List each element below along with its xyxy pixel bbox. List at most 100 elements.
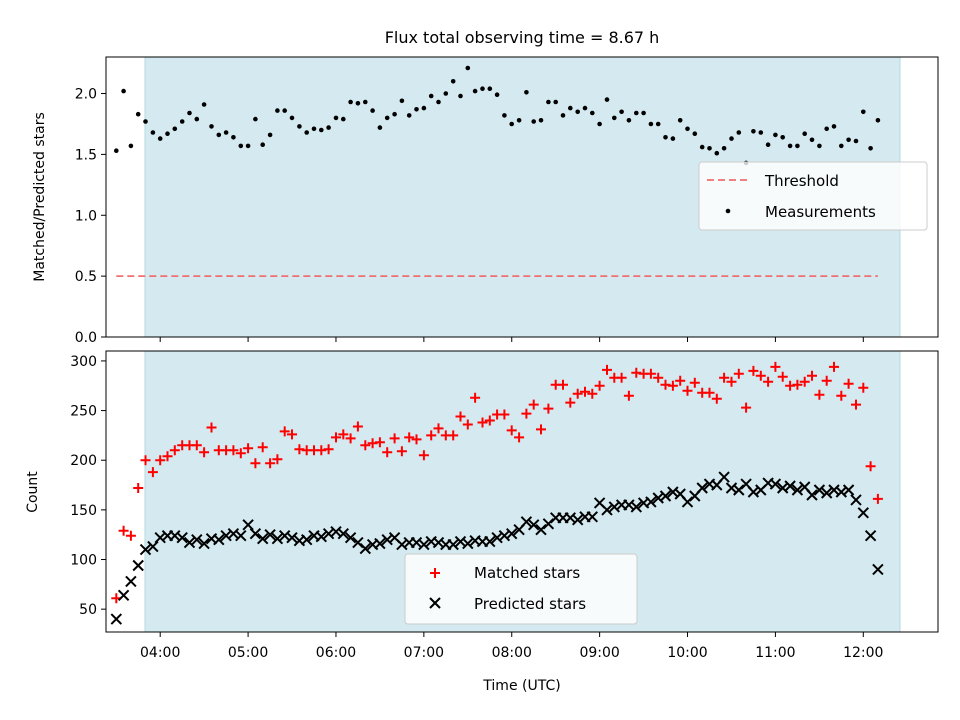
matched-star-marker (704, 387, 715, 398)
matched-star-marker (433, 423, 444, 434)
matched-star-marker (470, 392, 481, 403)
measurement-point (114, 148, 119, 153)
measurement-point (187, 110, 192, 116)
matched-star-marker (755, 370, 766, 381)
matched-star-marker (250, 458, 261, 469)
measurement-point (304, 130, 310, 135)
matched-star-marker (155, 455, 166, 466)
bottom-y-tick-label: 300 (70, 354, 97, 370)
measurement-point (363, 99, 368, 105)
matched-star-marker (418, 450, 429, 461)
measurement-point (875, 118, 881, 123)
measurement-point (458, 93, 463, 99)
matched-star-marker (133, 483, 144, 493)
top-y-axis-label: Matched/Predicted stars (32, 112, 48, 282)
predicted-star-marker (696, 482, 708, 494)
matched-star-marker (396, 446, 407, 457)
measurement-point (392, 111, 397, 117)
measurement-point (795, 143, 800, 149)
measurement-point (209, 124, 214, 129)
measurement-point (861, 109, 866, 115)
predicted-star-marker (117, 589, 130, 602)
measurement-point (509, 121, 514, 127)
matched-star-marker (821, 375, 832, 386)
measurement-point (721, 146, 727, 151)
measurement-point (231, 135, 236, 140)
predicted-star-marker (645, 496, 657, 508)
matched-star-marker (792, 379, 803, 390)
matched-star-marker (338, 429, 349, 440)
measurement-point (729, 136, 734, 141)
measurement-point (319, 127, 324, 133)
matched-star-marker (426, 430, 437, 441)
measurement-point (282, 108, 288, 113)
matched-star-marker (323, 444, 334, 455)
matched-star-marker (536, 424, 546, 435)
chart-title: Flux total observing time = 8.67 h (385, 28, 660, 47)
bottom-y-axis-label: Count (25, 471, 41, 513)
bottom-panel: 50 100 150 200 250 300 04:00 05:00 06:00 07:00 08… (25, 350, 939, 694)
measurement-point (135, 111, 141, 117)
measurement-point (707, 146, 712, 151)
measurement-point (472, 88, 478, 94)
predicted-star-marker (183, 536, 196, 549)
measurement-point (494, 92, 500, 97)
measurement-point (121, 88, 126, 94)
matched-star-marker (572, 388, 583, 399)
matched-star-marker (272, 454, 283, 465)
matched-star-marker (140, 455, 151, 466)
matched-star-marker (558, 379, 568, 390)
legend-predicted-swatch (429, 597, 441, 609)
measurement-point (201, 102, 207, 107)
predicted-star-marker (784, 480, 796, 492)
matched-star-marker (147, 467, 158, 478)
matched-star-marker (235, 448, 246, 459)
predicted-star-marker (791, 484, 804, 496)
measurement-point (260, 142, 266, 147)
predicted-star-marker (447, 538, 459, 551)
measurement-point (348, 99, 353, 105)
legend-measurements-label: Measurements (765, 203, 876, 221)
measurement-point (626, 118, 632, 123)
matched-star-marker (389, 433, 400, 444)
predicted-star-marker (630, 501, 643, 513)
measurement-point (516, 118, 522, 123)
measurement-point (612, 115, 617, 121)
matched-star-marker (462, 419, 473, 430)
matched-star-marker (711, 393, 722, 404)
matched-star-marker (243, 443, 254, 454)
measurement-point (809, 137, 815, 143)
top-legend-box (698, 161, 928, 231)
predicted-star-marker (256, 532, 269, 545)
measurement-point (150, 130, 156, 135)
measurement-point (480, 86, 485, 91)
top-legend: Threshold Measurements (698, 161, 928, 231)
predicted-star-markers (110, 471, 884, 625)
legend-matched-label: Matched stars (474, 564, 580, 582)
bottom-legend-box (404, 553, 638, 625)
matched-star-marker (455, 411, 466, 422)
measurement-point (253, 116, 258, 122)
predicted-star-marker (315, 530, 328, 543)
predicted-star-marker (505, 527, 518, 540)
predicted-star-marker (842, 484, 855, 496)
measurement-point (465, 65, 471, 71)
matched-star-marker (528, 399, 539, 410)
matched-star-marker (228, 445, 239, 456)
predicted-star-marker (110, 613, 123, 625)
x-tick-label: 11:00 (755, 645, 795, 661)
x-axis-label: Time (UTC) (482, 678, 560, 694)
predicted-star-marker (286, 531, 298, 544)
matched-star-marker (689, 377, 700, 388)
measurement-point (546, 99, 551, 105)
measurement-point (692, 131, 698, 136)
x-tick-label: 08:00 (492, 645, 532, 661)
measurement-point (773, 132, 778, 138)
predicted-star-marker (132, 559, 144, 572)
matched-star-marker (719, 372, 730, 383)
matched-star-marker (763, 376, 774, 387)
measurement-point (436, 99, 441, 105)
predicted-star-marker (147, 540, 159, 553)
measurement-point (275, 108, 280, 113)
measurement-point (531, 119, 536, 124)
